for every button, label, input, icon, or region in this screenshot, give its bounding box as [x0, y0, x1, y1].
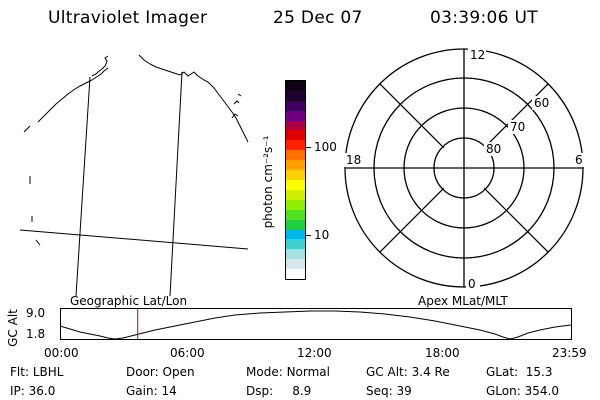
mlt-diagonal: [379, 83, 445, 149]
status-dsp: Dsp: 8.9: [246, 384, 312, 398]
colorbar-segment: [286, 160, 305, 171]
colorbar-segment: [286, 209, 305, 220]
altitude-ytick-label: 9.0: [26, 306, 46, 320]
colorbar-segment: [286, 120, 305, 131]
altitude-xtick-label: 23:59: [552, 346, 587, 360]
mlt-label-bottom: 0: [468, 277, 476, 291]
colorbar-tick-label: 10: [314, 228, 330, 242]
colorbar-segment: [286, 249, 305, 260]
status-gain: Gain: 14: [126, 384, 177, 398]
mlt-label-top: 12: [470, 48, 485, 62]
status-door: Door: Open: [126, 365, 195, 379]
colorbar-segment: [286, 130, 305, 141]
status-mode: Mode: Normal: [246, 365, 330, 379]
map-fragment: [231, 113, 239, 119]
altitude-plot: [60, 308, 572, 340]
lat-label: 80: [486, 142, 501, 156]
mlt-label-left: 18: [346, 153, 361, 167]
colorbar-segment: [286, 189, 305, 200]
status-gc-alt: GC Alt: 3.4 Re: [366, 365, 450, 379]
mlt-diagonal: [483, 83, 549, 149]
observation-date: 25 Dec 07: [273, 8, 363, 28]
map-outline-top: [91, 55, 109, 77]
colorbar-segment: [286, 90, 305, 101]
colorbar-segment: [286, 179, 305, 190]
mlt-diagonal: [379, 187, 445, 253]
altitude-plot-frame: [60, 308, 572, 340]
colorbar-segment: [286, 239, 305, 250]
map-fragment: [23, 125, 31, 133]
colorbar-segment: [286, 150, 305, 161]
status-seq: Seq: 39: [366, 384, 412, 398]
status-glat: GLat: 15.3: [486, 365, 553, 379]
lat-label: 70: [510, 120, 525, 134]
map-fragment: [233, 100, 240, 105]
colorbar-segment: [286, 100, 305, 111]
colorbar-tick-label: 100: [314, 140, 337, 154]
parallel-line: [20, 229, 249, 250]
colorbar-unit-wrap: photon cm⁻²s⁻¹: [248, 112, 288, 252]
geographic-map: [20, 54, 249, 296]
colorbar-tick: [305, 235, 311, 236]
polar-plot: 12 18 6 0 60 70 80: [344, 46, 586, 291]
altitude-xtick-label: 18:00: [425, 346, 460, 360]
altitude-ytick-label: 1.8: [26, 327, 46, 341]
polar-panel-label: Apex MLat/MLT: [418, 294, 508, 308]
colorbar-segment: [286, 219, 305, 230]
colorbar: [285, 80, 306, 280]
colorbar-segment: [286, 80, 305, 91]
colorbar-segment: [286, 140, 305, 151]
observation-time: 03:39:06 UT: [430, 8, 538, 28]
mlt-label-right: 6: [575, 153, 583, 167]
colorbar-segment: [286, 110, 305, 121]
colorbar-segment: [286, 269, 305, 279]
map-fragment: [35, 239, 41, 246]
mlt-diagonal: [483, 187, 549, 253]
colorbar-tick: [305, 147, 311, 148]
altitude-xtick-label: 12:00: [297, 346, 332, 360]
lat-label: 60: [534, 96, 549, 110]
colorbar-unit-label: photon cm⁻²s⁻¹: [261, 135, 275, 229]
map-fragment: [237, 93, 242, 97]
altitude-curve: [60, 310, 572, 340]
colorbar-segment: [286, 170, 305, 180]
colorbar-segment: [286, 259, 305, 270]
meridian-line: [75, 76, 91, 296]
colorbar-segment: [286, 229, 305, 240]
altitude-ylabel: GC Alt: [6, 309, 20, 347]
colorbar-segment: [286, 199, 305, 210]
map-outline-left: [37, 67, 109, 123]
map-panel-label: Geographic Lat/Lon: [70, 294, 188, 308]
status-glon: GLon: 354.0: [486, 384, 559, 398]
status-filter: Flt: LBHL: [10, 365, 64, 379]
altitude-ylabel-wrap: GC Alt: [0, 308, 26, 348]
altitude-xtick-label: 00:00: [44, 346, 79, 360]
instrument-title: Ultraviolet Imager: [48, 8, 208, 28]
altitude-xtick-label: 06:00: [170, 346, 205, 360]
meridian-line: [169, 71, 183, 296]
map-outline-right: [138, 54, 249, 143]
status-ip: IP: 36.0: [10, 384, 56, 398]
